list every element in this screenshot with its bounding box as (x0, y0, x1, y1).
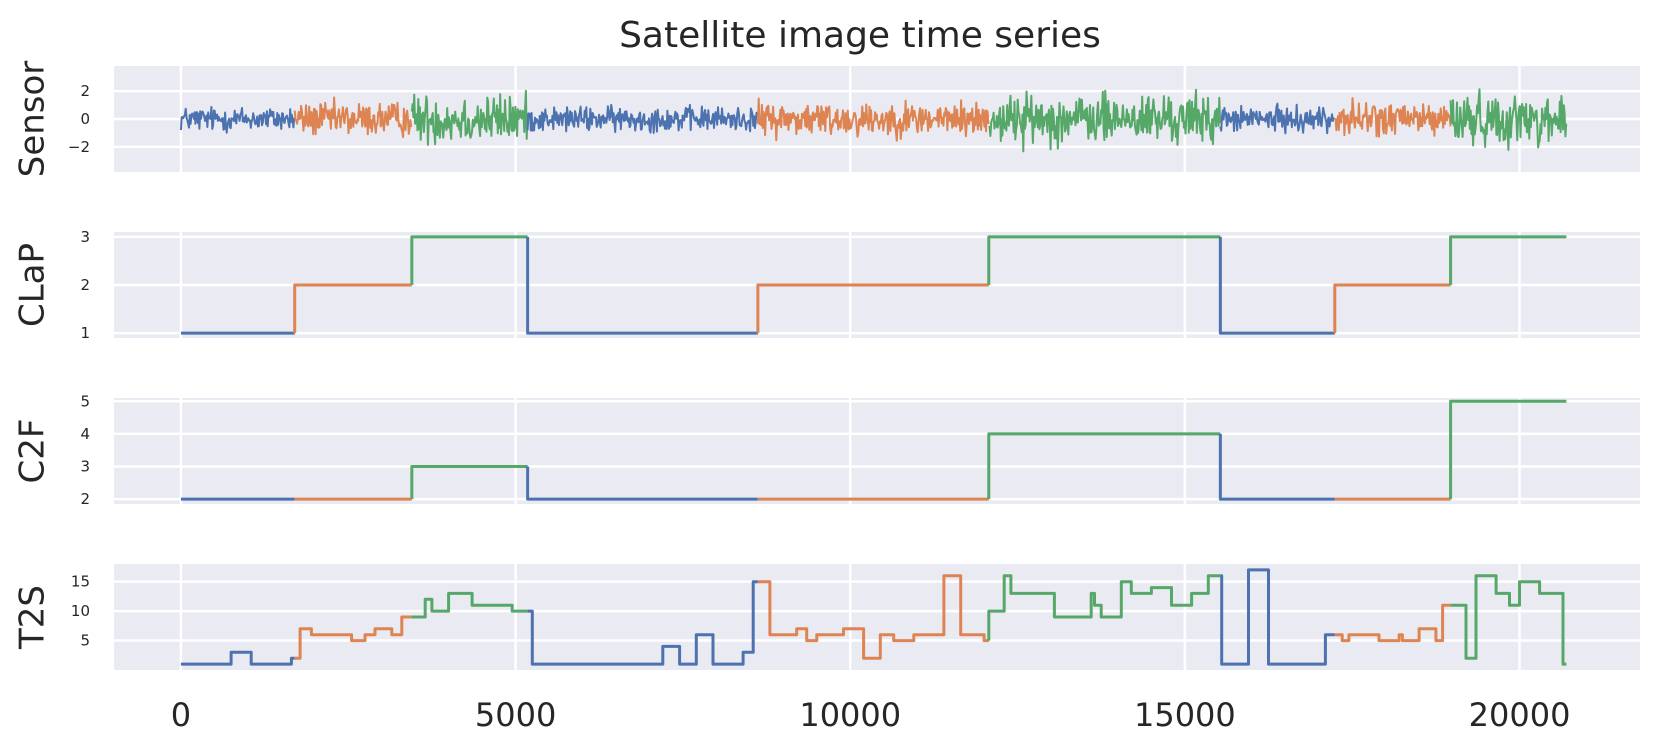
sensor-segment-2 (410, 89, 529, 146)
c2f-step-5 (987, 432, 1221, 500)
panel-t2s-data (180, 568, 1567, 666)
x-tick-label: 5000 (475, 696, 556, 734)
panel-c2f-ytick-label: 4 (80, 425, 90, 443)
panel-clap-ytick-label: 3 (80, 228, 90, 246)
panel-t2s-background (114, 564, 1640, 670)
panel-t2s-ytick-label: 10 (71, 602, 90, 620)
panel-t2s-ylabel: T2S (13, 585, 53, 650)
c2f-step-3 (526, 466, 758, 501)
t2s-segment-4 (757, 574, 989, 660)
sensor-segment-6 (1219, 102, 1335, 135)
t2s-segment-7 (1334, 603, 1451, 643)
clap-step-1 (293, 283, 412, 334)
panel-c2f: 2 3 4 5 C2F (13, 392, 1640, 508)
c2f-step-8 (1449, 399, 1567, 500)
panel-t2s: 15 10 5 T2S (13, 564, 1640, 670)
panel-sensor: 2 0 −2 Sensor (13, 61, 1640, 178)
panel-c2f-background (114, 398, 1640, 504)
clap-step-2 (410, 235, 528, 285)
panel-c2f-y-ticks: 2 3 4 5 (80, 392, 90, 508)
x-tick-label: 15000 (1134, 696, 1236, 734)
sensor-segment-7 (1334, 97, 1452, 138)
sensor-segment-0 (179, 105, 296, 134)
sensor-segment-8 (1449, 88, 1568, 151)
t2s-segment-0 (180, 650, 295, 666)
panel-c2f-ytick-label: 5 (80, 392, 90, 410)
panel-t2s-ytick-label: 5 (80, 632, 90, 650)
panel-t2s-ytick-label: 15 (71, 573, 90, 591)
sensor-segment-4 (756, 97, 990, 142)
t2s-segment-6 (1220, 568, 1335, 666)
t2s-segment-8 (1450, 574, 1567, 666)
panel-clap-data (180, 235, 1567, 335)
clap-step-8 (1449, 235, 1567, 285)
panel-sensor-data (179, 88, 1568, 153)
x-tick-label: 0 (171, 696, 191, 734)
panel-c2f-ytick-label: 3 (80, 457, 90, 475)
clap-step-6 (1218, 236, 1335, 335)
panel-clap-ytick-label: 2 (80, 276, 90, 294)
panel-c2f-data (180, 399, 1567, 501)
panel-clap-y-ticks: 1 2 3 (80, 228, 90, 342)
panel-clap-ylabel: CLaP (13, 243, 53, 327)
chart-title: Satellite image time series (619, 15, 1101, 56)
t2s-segment-5 (987, 574, 1221, 641)
panel-clap: 1 2 3 CLaP (13, 228, 1640, 342)
t2s-segment-1 (294, 615, 412, 660)
panel-sensor-ytick-label: 2 (80, 82, 90, 100)
panel-sensor-ytick-label: 0 (80, 110, 90, 128)
clap-step-5 (987, 235, 1221, 285)
panel-sensor-y-ticks: 2 0 −2 (68, 82, 90, 156)
panel-t2s-y-ticks: 15 10 5 (71, 573, 90, 650)
panel-t2s-grid (114, 564, 1640, 670)
panel-sensor-ylabel: Sensor (13, 61, 53, 178)
panel-clap-ytick-label: 1 (80, 324, 90, 342)
t2s-segment-3 (527, 580, 758, 666)
sensor-segment-1 (293, 96, 413, 139)
clap-step-7 (1333, 283, 1451, 334)
sensor-segment-5 (988, 88, 1222, 153)
clap-step-4 (756, 283, 989, 334)
t2s-segment-2 (411, 591, 528, 619)
x-tick-label: 10000 (799, 696, 901, 734)
x-axis-ticks: 0 5000 10000 15000 20000 (171, 696, 1571, 734)
panel-sensor-ytick-label: −2 (68, 138, 90, 156)
panel-c2f-ylabel: C2F (13, 419, 53, 484)
c2f-step-2 (410, 464, 528, 500)
c2f-step-6 (1218, 433, 1335, 501)
x-tick-label: 20000 (1469, 696, 1571, 734)
sensor-segment-3 (526, 103, 759, 134)
clap-step-3 (526, 236, 758, 335)
panel-c2f-ytick-label: 2 (80, 490, 90, 508)
